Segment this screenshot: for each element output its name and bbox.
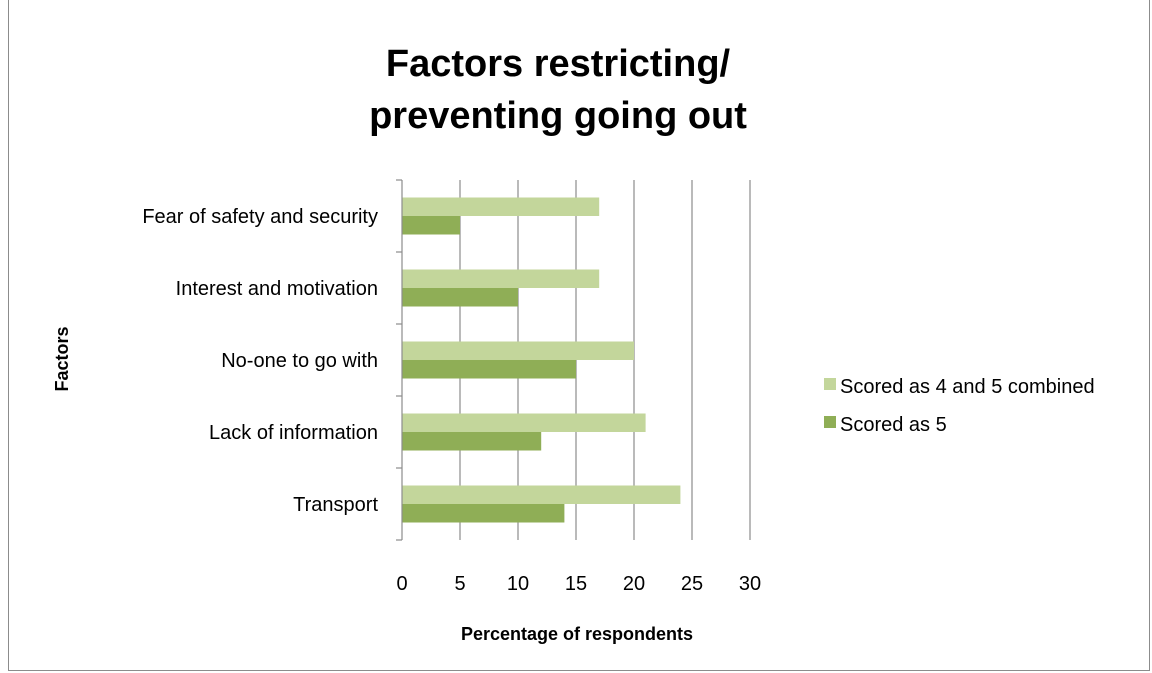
x-tick-label-6: 30 xyxy=(739,573,761,595)
legend-label-0: Scored as 4 and 5 combined xyxy=(840,376,1095,398)
bar-combined-2 xyxy=(402,341,634,360)
bars xyxy=(402,197,681,523)
category-label-2: No-one to go with xyxy=(221,350,378,372)
x-tick-label-1: 5 xyxy=(454,573,465,595)
axes xyxy=(396,179,403,541)
y-axis-title: Factors xyxy=(52,326,72,391)
category-label-1: Interest and motivation xyxy=(176,278,378,300)
bar-scored5-4 xyxy=(402,504,565,523)
bar-combined-0 xyxy=(402,197,600,216)
category-label-3: Lack of information xyxy=(209,422,378,444)
bar-combined-3 xyxy=(402,413,646,432)
x-tick-label-5: 25 xyxy=(681,573,703,595)
bar-scored5-3 xyxy=(402,432,542,451)
bar-scored5-0 xyxy=(402,216,460,235)
chart-title-line-2: preventing going out xyxy=(369,95,747,137)
legend-swatch-0 xyxy=(824,378,836,390)
x-tick-label-2: 10 xyxy=(507,573,529,595)
bar-scored5-2 xyxy=(402,360,576,379)
chart-frame xyxy=(8,0,1150,671)
x-axis-title: Percentage of respondents xyxy=(461,624,693,644)
category-label-4: Transport xyxy=(293,494,378,516)
legend-swatch-1 xyxy=(824,416,836,428)
labels: Fear of safety and security Interest and … xyxy=(142,206,761,595)
chart-title: Factors restricting/ preventing going ou… xyxy=(0,38,1116,142)
bar-scored5-1 xyxy=(402,288,518,307)
chart-title-line-1: Factors restricting/ xyxy=(385,43,731,85)
bar-combined-1 xyxy=(402,269,600,288)
legend-label-1: Scored as 5 xyxy=(840,414,947,436)
x-tick-label-3: 15 xyxy=(565,573,587,595)
category-label-0: Fear of safety and security xyxy=(142,206,378,228)
x-tick-label-4: 20 xyxy=(623,573,645,595)
legend: Scored as 4 and 5 combined Scored as 5 xyxy=(824,376,1095,436)
x-tick-label-0: 0 xyxy=(396,573,407,595)
bar-combined-4 xyxy=(402,485,681,504)
